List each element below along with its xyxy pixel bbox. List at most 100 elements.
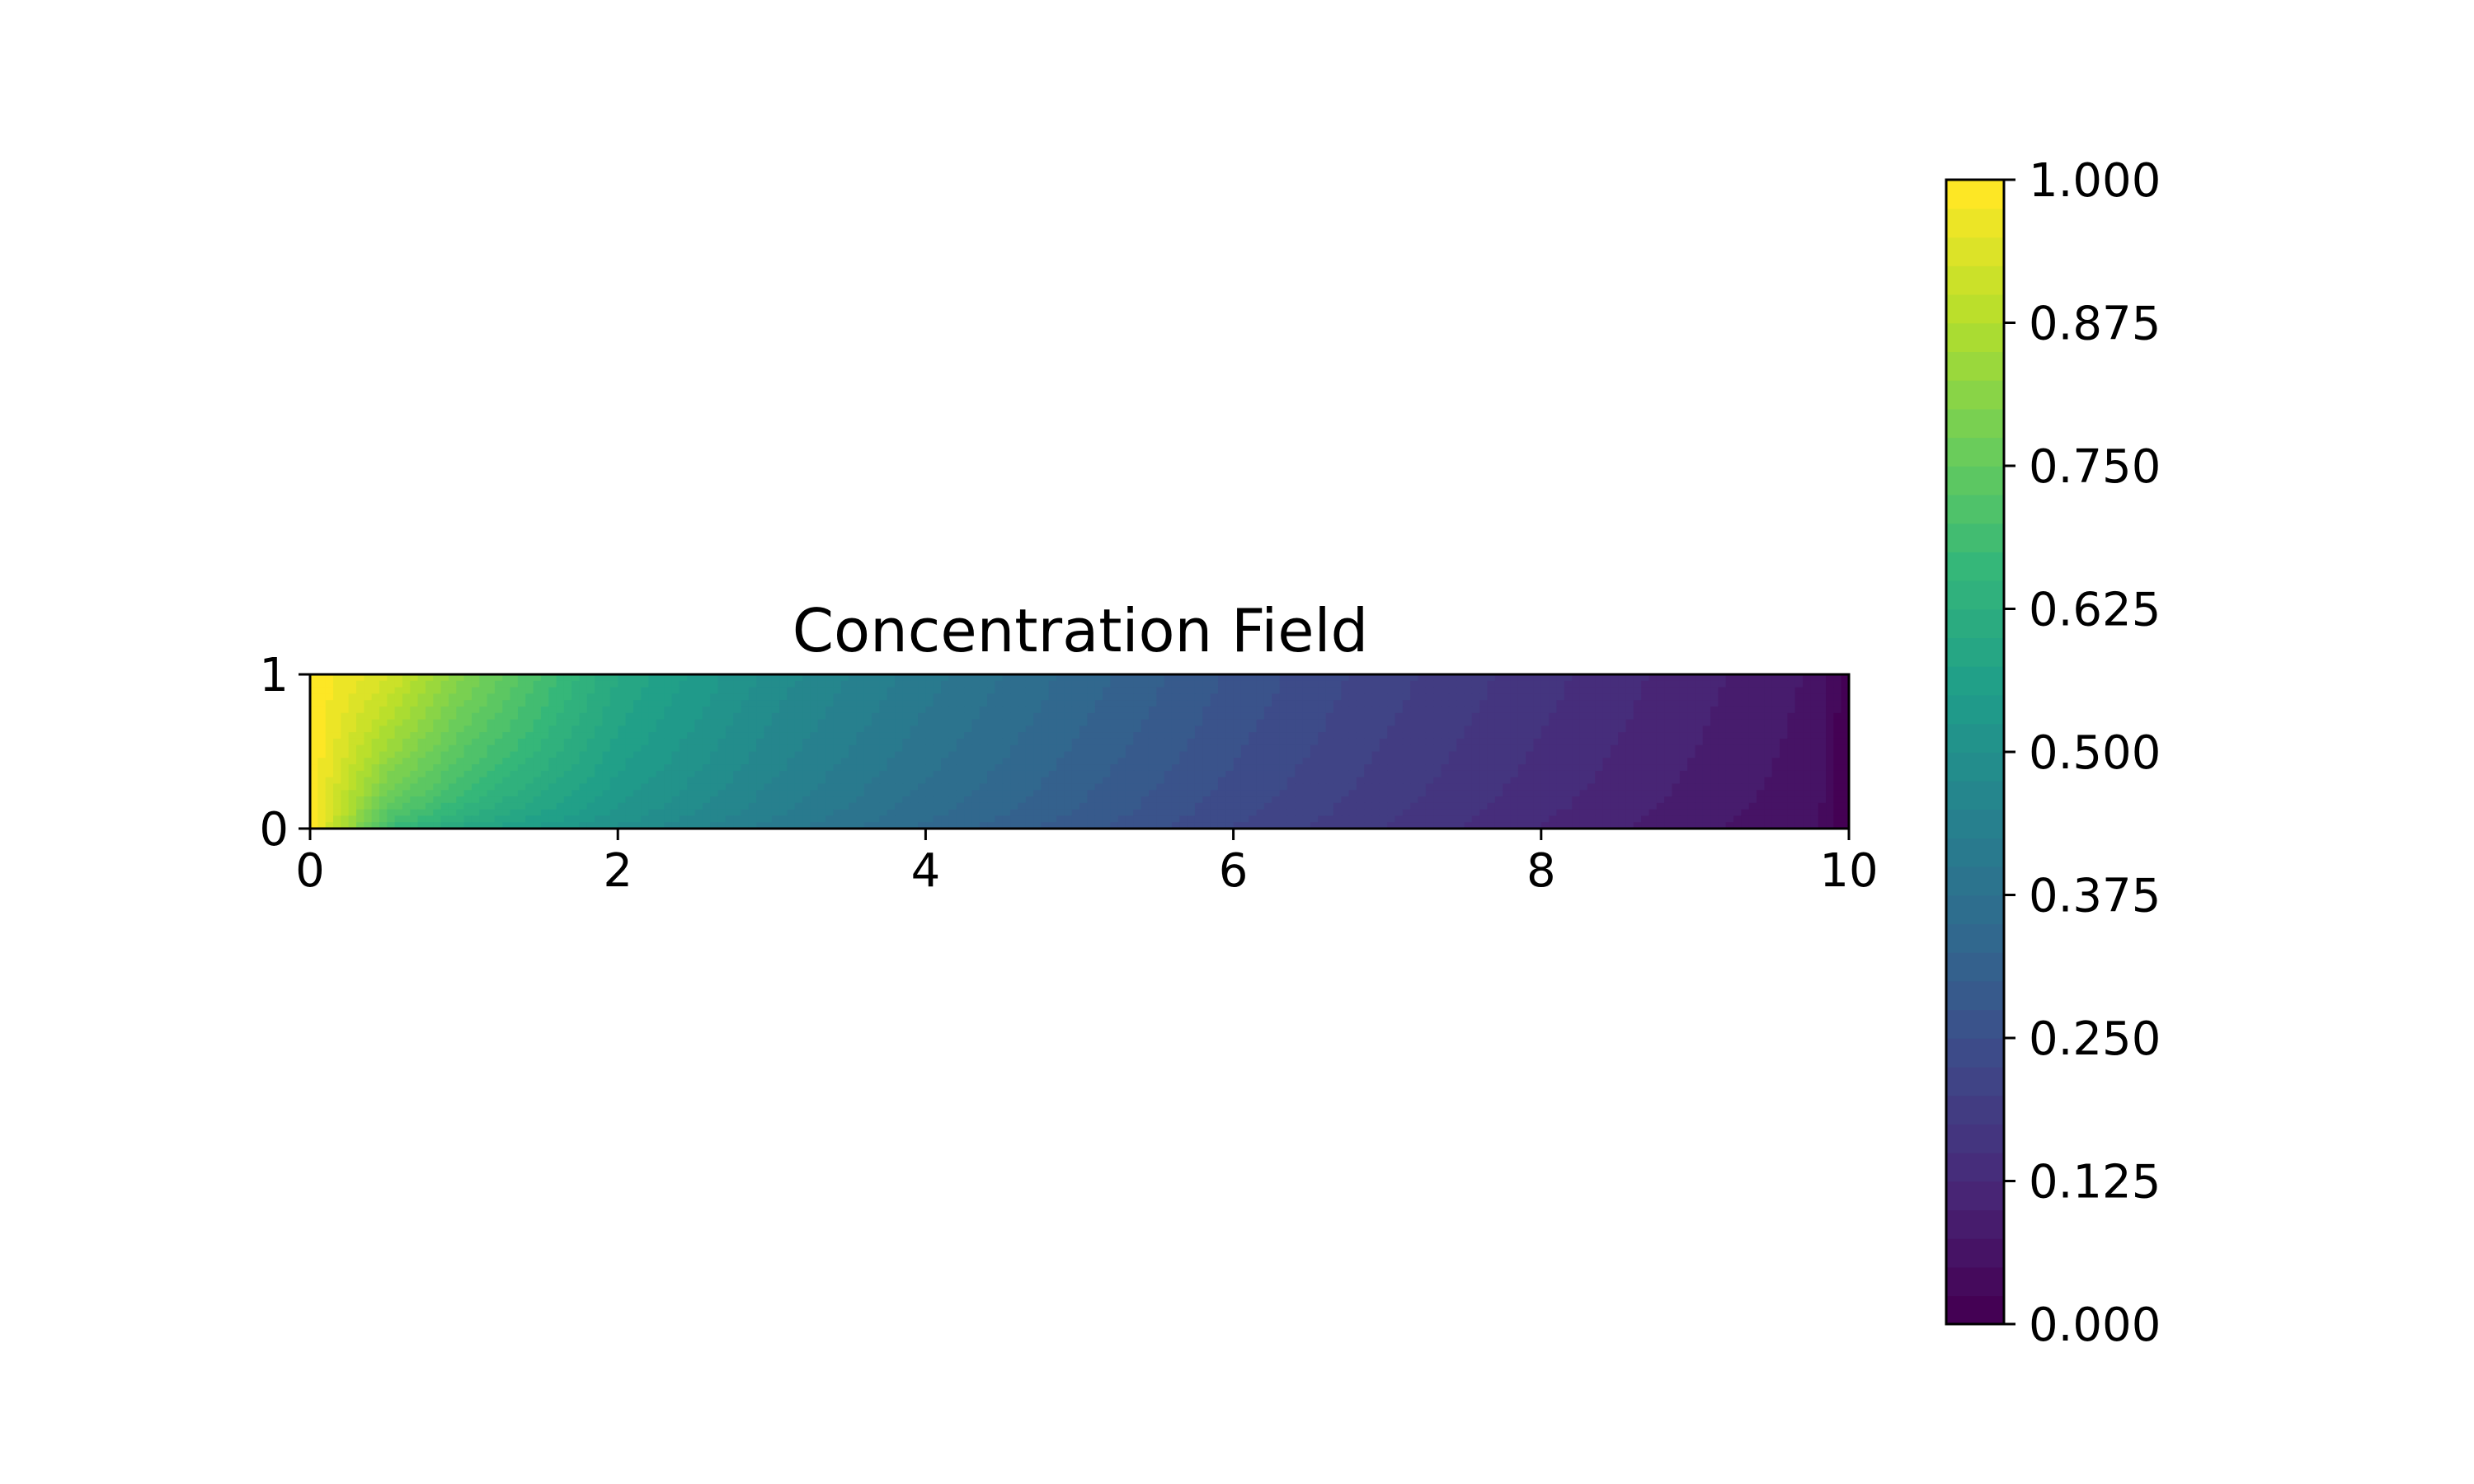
contour-cell bbox=[1187, 802, 1196, 810]
contour-cell bbox=[1633, 687, 1642, 695]
contour-cell bbox=[579, 822, 588, 829]
contour-cell bbox=[1810, 764, 1819, 772]
contour-cell bbox=[1410, 770, 1419, 778]
contour-cell bbox=[1818, 732, 1827, 740]
contour-cell bbox=[979, 770, 988, 778]
contour-cell bbox=[702, 744, 711, 753]
contour-cell bbox=[918, 719, 927, 727]
contour-cell bbox=[1171, 783, 1181, 791]
contour-cell bbox=[1379, 712, 1388, 721]
contour-cell bbox=[779, 815, 788, 824]
contour-cell bbox=[771, 790, 780, 797]
contour-cell bbox=[764, 802, 773, 810]
contour-cell bbox=[849, 751, 858, 759]
contour-cell bbox=[956, 796, 965, 804]
contour-cell bbox=[648, 726, 657, 733]
contour-cell bbox=[1325, 719, 1334, 727]
contour-cell bbox=[1794, 809, 1804, 817]
contour-cell bbox=[540, 738, 550, 746]
contour-cell bbox=[1048, 744, 1057, 753]
contour-cell bbox=[1780, 712, 1789, 721]
contour-cell bbox=[656, 758, 665, 765]
contour-cell bbox=[1048, 796, 1057, 804]
contour-cell bbox=[1710, 764, 1719, 772]
contour-cell bbox=[1125, 822, 1135, 829]
contour-cell bbox=[1633, 712, 1642, 721]
contour-cell bbox=[1194, 796, 1204, 804]
contour-cell bbox=[702, 700, 711, 707]
contour-cell bbox=[579, 687, 588, 695]
contour-cell bbox=[1556, 693, 1565, 701]
contour-cell bbox=[1794, 674, 1804, 682]
contour-cell bbox=[1379, 680, 1388, 688]
contour-cell bbox=[1787, 693, 1796, 701]
contour-cell bbox=[1818, 726, 1827, 733]
contour-cell bbox=[618, 700, 627, 707]
contour-cell bbox=[1633, 764, 1642, 772]
contour-cell bbox=[1687, 822, 1696, 829]
contour-cell bbox=[979, 700, 988, 707]
contour-cell bbox=[1010, 815, 1019, 824]
contour-cell bbox=[1540, 783, 1550, 791]
contour-cell bbox=[1625, 809, 1634, 817]
contour-cell bbox=[510, 783, 519, 791]
contour-cell bbox=[656, 700, 665, 707]
contour-cell bbox=[1656, 751, 1665, 759]
contour-cell bbox=[1425, 706, 1434, 714]
contour-cell bbox=[387, 744, 396, 753]
contour-cell bbox=[764, 751, 773, 759]
contour-cell bbox=[856, 719, 865, 727]
contour-cell bbox=[540, 680, 550, 688]
contour-cell bbox=[563, 700, 573, 707]
contour-cell bbox=[325, 674, 334, 682]
contour-cell bbox=[433, 770, 442, 778]
contour-cell bbox=[1818, 744, 1827, 753]
contour-cell bbox=[810, 751, 819, 759]
contour-cell bbox=[1464, 777, 1473, 785]
contour-cell bbox=[325, 738, 334, 746]
contour-cell bbox=[1487, 693, 1496, 701]
contour-cell bbox=[1564, 719, 1573, 727]
contour-cell bbox=[956, 719, 965, 727]
contour-cell bbox=[1002, 732, 1011, 740]
contour-cell bbox=[1064, 815, 1073, 824]
contour-cell bbox=[1064, 700, 1073, 707]
contour-cell bbox=[609, 751, 618, 759]
contour-cell bbox=[625, 777, 634, 785]
contour-cell bbox=[463, 726, 473, 733]
contour-cell bbox=[1387, 758, 1396, 765]
colorbar-band bbox=[1946, 1124, 2004, 1153]
contour-cell bbox=[1710, 744, 1719, 753]
contour-cell bbox=[741, 802, 750, 810]
contour-cell bbox=[1286, 783, 1296, 791]
contour-cell bbox=[1587, 680, 1596, 688]
contour-cell bbox=[664, 802, 673, 810]
contour-cell bbox=[948, 693, 957, 701]
contour-cell bbox=[1780, 815, 1789, 824]
contour-cell bbox=[1487, 764, 1496, 772]
contour-cell bbox=[595, 706, 604, 714]
contour-cell bbox=[1517, 732, 1526, 740]
contour-cell bbox=[1764, 809, 1773, 817]
contour-cell bbox=[487, 764, 496, 772]
contour-cell bbox=[586, 770, 596, 778]
contour-cell bbox=[1286, 712, 1296, 721]
contour-cell bbox=[717, 770, 727, 778]
contour-cell bbox=[1133, 719, 1142, 727]
contour-cell bbox=[579, 783, 588, 791]
contour-cell bbox=[1217, 751, 1227, 759]
contour-cell bbox=[402, 680, 412, 688]
contour-cell bbox=[1018, 680, 1027, 688]
contour-cell bbox=[379, 719, 388, 727]
x-tick-label: 10 bbox=[1819, 844, 1878, 898]
contour-cell bbox=[1610, 802, 1619, 810]
contour-cell bbox=[1133, 706, 1142, 714]
contour-cell bbox=[1087, 674, 1096, 682]
contour-cell bbox=[1456, 680, 1465, 688]
contour-cell bbox=[1433, 815, 1442, 824]
contour-cell bbox=[494, 719, 504, 727]
contour-cell bbox=[1233, 764, 1242, 772]
contour-cell bbox=[1041, 680, 1050, 688]
contour-cell bbox=[964, 790, 973, 797]
contour-cell bbox=[1718, 680, 1727, 688]
